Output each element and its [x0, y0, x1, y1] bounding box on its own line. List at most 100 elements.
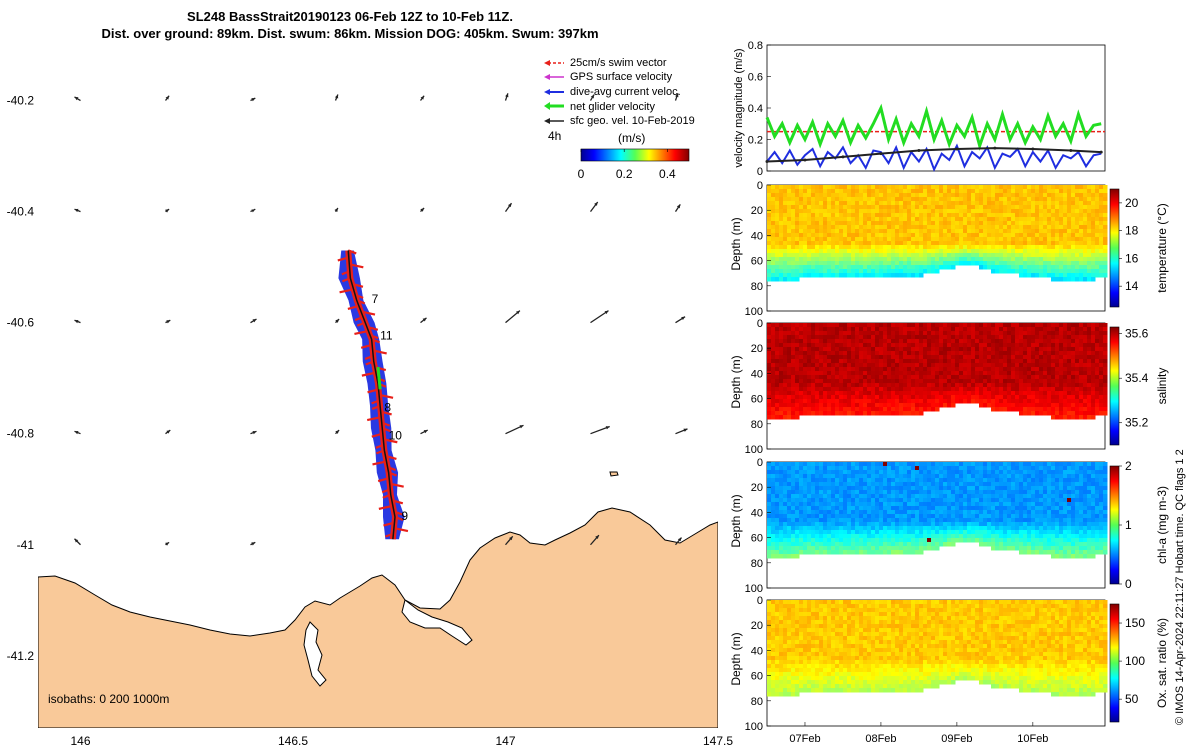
section-ytick-label: 0: [757, 180, 763, 192]
geo-vector: [74, 96, 81, 102]
geo-vector: [590, 310, 609, 324]
section-ytick-label: 0: [757, 457, 763, 469]
colorbar-tick-label: 150: [1125, 616, 1145, 630]
island: [609, 471, 619, 477]
net-velocity-mark: [376, 366, 382, 390]
section-ytick-label: 20: [751, 620, 763, 632]
section-colorbar-label: temperature (°C): [1155, 203, 1169, 293]
geo-vector: [74, 538, 81, 546]
legend-label-geo: sfc geo. vel. 10-Feb-2019: [570, 115, 695, 127]
geo-vector: [505, 424, 524, 435]
section-ytick-label: 60: [751, 671, 763, 683]
velocity-ytick-label: 0.4: [748, 103, 763, 115]
velocity-axes: [766, 44, 1106, 172]
colorbar-tick-label: 35.2: [1125, 416, 1149, 430]
geo-vector: [165, 429, 171, 435]
colorbar-tick-label: 0.4: [659, 167, 676, 181]
speed-colorbar-ticks: 0 0.2 0.4: [578, 149, 676, 181]
section-ytick-label: 20: [751, 482, 763, 494]
section-ylabel: Depth (m): [729, 355, 743, 408]
map-xtick-label: 147.5: [703, 734, 733, 748]
track-line: [347, 250, 396, 540]
legend-gps-velocity: GPS surface velocity: [544, 71, 673, 83]
isobath-note: isobaths: 0 200 1000m: [48, 692, 169, 706]
map-ticks: 146 146.5 147 147.5 -40.2 -40.4 -40.6 -40.8 -41 -…: [7, 94, 734, 748]
geo-vector: [74, 319, 81, 324]
velocity-ytick-label: 0.8: [748, 40, 763, 52]
colorbar-tick-label: 0.2: [616, 167, 633, 181]
day-label: 8: [384, 400, 391, 414]
velocity-point: [1099, 150, 1103, 154]
map-panel: 7 11 8 10 9 146 146.5 147 147.5 -40.2 -40.4 -40.6 -…: [7, 45, 734, 748]
velocity-point: [841, 155, 845, 159]
velocity-ticks: 0 0.2 0.4 0.6 0.8: [748, 40, 771, 178]
legend-label-net: net glider velocity: [570, 101, 655, 113]
geo-vector: [165, 319, 171, 324]
day-label: 11: [380, 328, 393, 342]
river-estuary: [401, 599, 473, 646]
geo-vector: [674, 93, 679, 101]
section-ylabel: Depth (m): [729, 494, 743, 547]
geo-vector: [165, 208, 170, 213]
section-ytick-label: 60: [751, 394, 763, 406]
geo-vector: [334, 207, 339, 212]
legend-4h: 4h: [548, 129, 561, 143]
section-colorbar: [1109, 603, 1120, 723]
speed-colorbar: [580, 148, 690, 162]
colorbar-tick-label: 50: [1125, 692, 1139, 706]
section-colorbar: [1109, 188, 1120, 308]
section-ytick-label: 40: [751, 645, 763, 657]
velocity-ytick-label: 0: [757, 166, 763, 178]
legend-label-gps: GPS surface velocity: [570, 71, 673, 83]
geo-vector: [420, 317, 427, 324]
geo-vector: [74, 430, 81, 435]
map-ytick-label: -40.2: [7, 94, 35, 108]
imos-credit: © IMOS 14-Apr-2024 22:11:27 Hobart time.…: [1174, 449, 1186, 725]
day-labels: 7 11 8 10 9: [372, 292, 409, 523]
map-ytick-label: -41: [17, 538, 35, 552]
map-xtick-label: 147: [495, 734, 515, 748]
geo-vector: [335, 429, 340, 435]
geo-vector: [674, 204, 681, 212]
colorbar-tick-label: 14: [1125, 279, 1139, 293]
velocity-series-line: [766, 143, 1102, 172]
geo-vector: [164, 95, 170, 101]
section-panel-salinity: 0 20 40 60 80 100 Depth (m) 35.2 35.4 35.6 salinit…: [729, 318, 1169, 456]
legend-swim-vector: 25cm/s swim vector: [544, 57, 667, 69]
section-cells: [767, 462, 1108, 559]
colorbar-tick-label: 16: [1125, 251, 1139, 265]
geo-vector: [675, 316, 686, 324]
colorbar-tick-label: 100: [1125, 654, 1145, 668]
velocity-series: [765, 103, 1105, 172]
section-ylabel: Depth (m): [729, 217, 743, 270]
velocity-ylabel: velocity magnitude (m/s): [733, 48, 745, 167]
section-ytick-label: 40: [751, 368, 763, 380]
section-panel-oxygen: 0 20 40 60 80 100 Depth (m) 50 100 150 Ox. sat. ra…: [729, 595, 1169, 745]
colorbar-tick-label: 0: [1125, 577, 1132, 591]
velocity-panel: 0 0.2 0.4 0.6 0.8 velocity magnitude (m/s): [733, 40, 1106, 178]
section-ytick-label: 100: [745, 306, 763, 318]
section-xtick-label: 09Feb: [941, 733, 972, 745]
river-inlet: [303, 621, 327, 687]
velocity-point: [765, 160, 769, 164]
section-ytick-label: 20: [751, 205, 763, 217]
velocity-point: [955, 147, 959, 151]
geo-vector: [250, 318, 257, 324]
section-colorbar-label: Ox. sat. ratio (%): [1155, 618, 1169, 708]
section-ytick-label: 20: [751, 343, 763, 355]
section-ytick-label: 80: [751, 558, 763, 570]
day-label: 7: [372, 292, 379, 306]
velocity-point: [803, 158, 807, 162]
section-ytick-label: 100: [745, 583, 763, 595]
colorbar-tick-label: 35.6: [1125, 327, 1149, 341]
geo-vector: [250, 208, 256, 213]
legend-label-current: dive-avg current veloc.: [570, 86, 681, 98]
velocity-series-line: [766, 147, 1102, 163]
legend-label-swim: 25cm/s swim vector: [570, 57, 667, 69]
section-ytick-label: 100: [745, 721, 763, 733]
colorbar-tick-label: 35.4: [1125, 371, 1149, 385]
geo-vector: [420, 429, 428, 435]
tasmania-land: [38, 507, 718, 728]
map-xtick-label: 146: [70, 734, 90, 748]
